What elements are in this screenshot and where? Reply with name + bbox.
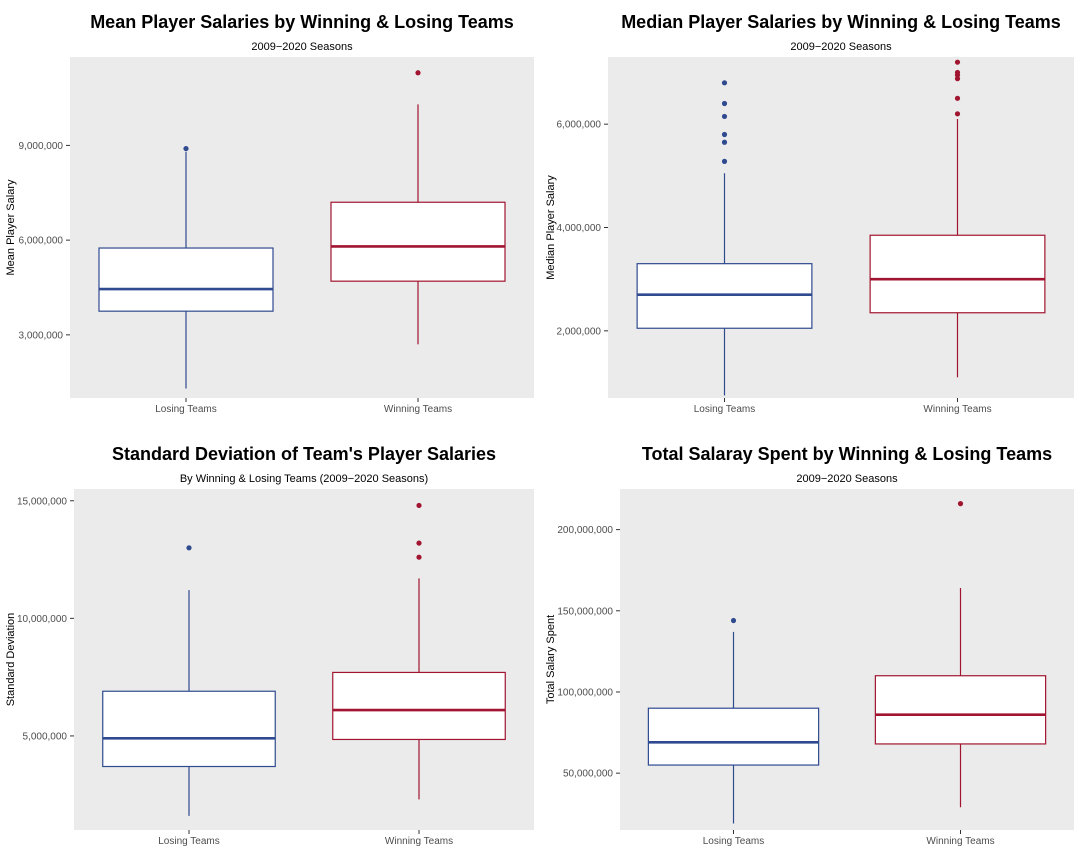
- plot-background: [620, 489, 1074, 830]
- outlier-point: [721, 100, 728, 107]
- outlier-point: [957, 501, 964, 507]
- mean-salary-chart: Mean Player Salaries by Winning & Losing…: [0, 0, 540, 432]
- chart-title: Total Salaray Spent by Winning & Losing …: [642, 444, 1052, 464]
- y-tick-label: 3,000,000: [19, 330, 64, 341]
- mean-salary-chart-svg: Mean Player Salaries by Winning & Losing…: [5, 12, 534, 415]
- box-iqr: [330, 201, 506, 282]
- y-tick-label: 5,000,000: [23, 731, 68, 742]
- outlier-point: [186, 545, 192, 551]
- box-iqr: [874, 675, 1047, 745]
- chart-subtitle: 2009−2020 Seasons: [251, 41, 353, 53]
- outlier-point: [954, 111, 961, 117]
- outlier-point: [954, 59, 961, 65]
- boxplot-losing-teams: [102, 545, 276, 816]
- boxplot-winning-teams: [332, 502, 506, 800]
- box-iqr: [647, 707, 820, 766]
- box-iqr: [869, 234, 1046, 314]
- y-axis-label: Total Salary Spent: [545, 615, 557, 704]
- outlier-point: [183, 145, 189, 152]
- boxplot-winning-teams: [330, 70, 506, 345]
- y-tick-label: 50,000,000: [563, 769, 613, 780]
- median-salary-chart-svg: Median Player Salaries by Winning & Losi…: [545, 12, 1074, 415]
- y-tick-label: 2,000,000: [557, 326, 602, 337]
- plot-background: [608, 57, 1074, 398]
- boxplot-losing-teams: [636, 80, 813, 396]
- chart-title: Median Player Salaries by Winning & Losi…: [621, 12, 1061, 32]
- outlier-point: [721, 131, 728, 138]
- x-tick-label: Losing Teams: [155, 404, 217, 415]
- boxplot-losing-teams: [647, 617, 820, 824]
- outlier-point: [416, 554, 422, 560]
- chart-subtitle: 2009−2020 Seasons: [790, 41, 892, 53]
- outlier-point: [721, 158, 728, 164]
- std-dev-salary-chart: Standard Deviation of Team's Player Sala…: [0, 432, 540, 864]
- std-dev-salary-chart-svg: Standard Deviation of Team's Player Sala…: [5, 444, 534, 847]
- boxplot-winning-teams: [874, 501, 1047, 808]
- x-tick-label: Winning Teams: [923, 404, 991, 415]
- outlier-point: [954, 95, 961, 101]
- outlier-point: [730, 617, 737, 624]
- x-tick-label: Losing Teams: [703, 836, 765, 847]
- y-axis-label: Standard Deviation: [5, 613, 17, 707]
- y-tick-label: 10,000,000: [17, 614, 67, 625]
- outlier-point: [416, 540, 422, 546]
- chart-subtitle: By Winning & Losing Teams (2009−2020 Sea…: [180, 473, 428, 485]
- y-tick-label: 200,000,000: [557, 525, 613, 536]
- y-tick-label: 9,000,000: [19, 141, 64, 152]
- x-tick-label: Losing Teams: [694, 404, 756, 415]
- outlier-point: [415, 70, 421, 76]
- x-tick-label: Winning Teams: [926, 836, 994, 847]
- chart-subtitle: 2009−2020 Seasons: [796, 473, 898, 485]
- y-tick-label: 15,000,000: [17, 496, 67, 507]
- x-tick-label: Winning Teams: [385, 836, 453, 847]
- outlier-point: [954, 76, 961, 82]
- chart-title: Mean Player Salaries by Winning & Losing…: [90, 12, 514, 32]
- chart-title: Standard Deviation of Team's Player Sala…: [112, 444, 496, 464]
- outlier-point: [721, 113, 728, 120]
- y-tick-label: 100,000,000: [557, 687, 613, 698]
- x-tick-label: Winning Teams: [384, 404, 452, 415]
- plot-background: [74, 489, 534, 830]
- box-iqr: [98, 247, 274, 312]
- total-salary-chart: Total Salaray Spent by Winning & Losing …: [540, 432, 1080, 864]
- y-axis-label: Mean Player Salary: [5, 179, 17, 275]
- y-axis-label: Median Player Salary: [545, 175, 557, 280]
- x-tick-label: Losing Teams: [158, 836, 220, 847]
- outlier-point: [416, 502, 422, 509]
- y-tick-label: 6,000,000: [19, 236, 64, 247]
- outlier-point: [721, 80, 728, 86]
- boxplot-losing-teams: [98, 145, 274, 389]
- outlier-point: [954, 69, 961, 76]
- box-iqr: [332, 671, 506, 741]
- total-salary-chart-svg: Total Salaray Spent by Winning & Losing …: [545, 444, 1074, 847]
- outlier-point: [721, 139, 728, 145]
- boxplot-winning-teams: [869, 59, 1046, 378]
- median-salary-chart: Median Player Salaries by Winning & Losi…: [540, 0, 1080, 432]
- y-tick-label: 6,000,000: [557, 120, 602, 131]
- y-tick-label: 150,000,000: [557, 606, 613, 617]
- box-iqr: [102, 690, 276, 768]
- y-tick-label: 4,000,000: [557, 223, 602, 234]
